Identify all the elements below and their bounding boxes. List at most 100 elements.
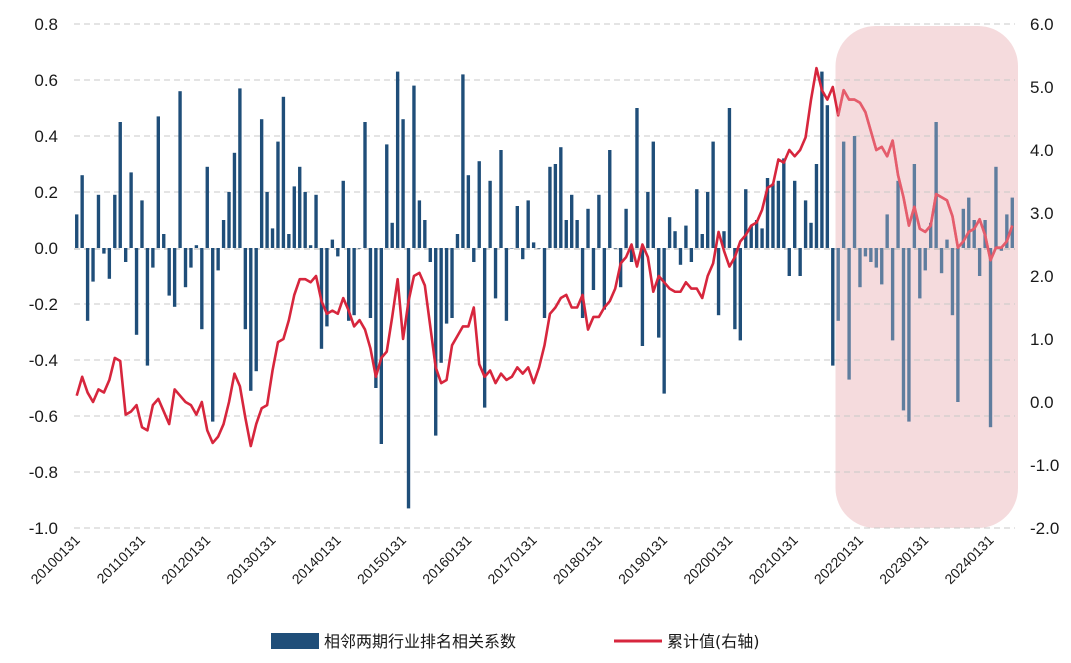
bar bbox=[444, 248, 449, 324]
bar bbox=[346, 248, 351, 321]
bar bbox=[825, 105, 830, 248]
bar bbox=[771, 183, 775, 248]
bar bbox=[281, 96, 286, 248]
bar bbox=[918, 248, 922, 299]
bar bbox=[292, 186, 296, 248]
highlight-region-layer bbox=[835, 26, 1018, 528]
bar bbox=[259, 119, 264, 248]
bar bbox=[580, 248, 585, 318]
bar bbox=[363, 122, 367, 248]
bar bbox=[123, 248, 128, 262]
x-tick-label: 20210131 bbox=[745, 532, 801, 588]
bar bbox=[249, 248, 253, 391]
bar bbox=[368, 248, 373, 318]
bar bbox=[673, 231, 677, 248]
bar bbox=[738, 248, 743, 341]
bar bbox=[602, 248, 607, 310]
bar bbox=[749, 225, 753, 248]
bar bbox=[254, 248, 258, 372]
bar bbox=[559, 147, 563, 248]
left-tick-label: 0.4 bbox=[34, 127, 58, 146]
bar bbox=[586, 208, 590, 248]
bar bbox=[85, 248, 90, 321]
x-tick-label: 20110131 bbox=[93, 532, 148, 587]
bar bbox=[651, 141, 655, 248]
bar bbox=[695, 189, 699, 248]
x-tick-label: 20230131 bbox=[876, 532, 932, 588]
bar bbox=[434, 248, 438, 436]
bar bbox=[287, 234, 291, 248]
bar bbox=[80, 175, 84, 248]
right-tick-label: 6.0 bbox=[1030, 15, 1054, 34]
bar bbox=[657, 248, 661, 338]
bar bbox=[684, 225, 688, 248]
bar bbox=[232, 152, 237, 248]
right-tick-label: 0.0 bbox=[1030, 393, 1054, 412]
bar bbox=[667, 217, 672, 248]
legend-bar-label: 相邻两期行业排名相关系数 bbox=[324, 632, 516, 651]
bar bbox=[765, 178, 770, 248]
bar bbox=[401, 119, 405, 248]
x-axis: 20100131 20110131 20120131 20130131 20140131… bbox=[27, 532, 996, 588]
bar bbox=[472, 248, 476, 262]
bar bbox=[379, 248, 384, 444]
bar bbox=[325, 248, 329, 327]
x-tick-label: 20190131 bbox=[615, 532, 671, 588]
bar bbox=[113, 194, 117, 248]
bar bbox=[613, 248, 617, 249]
legend-line-label: 累计值(右轴) bbox=[667, 632, 760, 651]
bar bbox=[967, 197, 971, 248]
right-tick-label: -2.0 bbox=[1030, 519, 1059, 538]
bar bbox=[564, 220, 568, 248]
x-tick-label: 20140131 bbox=[289, 532, 345, 588]
bar bbox=[869, 248, 873, 262]
bar bbox=[395, 71, 400, 248]
bar bbox=[597, 194, 601, 248]
right-tick-label: 4.0 bbox=[1030, 141, 1054, 160]
bar bbox=[531, 242, 536, 248]
bar bbox=[493, 248, 498, 299]
legend-bar-swatch bbox=[271, 633, 319, 649]
bar bbox=[841, 141, 846, 248]
bar bbox=[504, 248, 509, 321]
bar-series bbox=[75, 71, 1014, 509]
x-tick-label: 20240131 bbox=[941, 532, 997, 588]
x-tick-label: 20120131 bbox=[158, 532, 214, 588]
bar bbox=[542, 248, 547, 318]
bar bbox=[553, 164, 558, 248]
bar bbox=[733, 248, 737, 330]
bar bbox=[211, 248, 215, 422]
bar bbox=[466, 175, 471, 248]
bar bbox=[934, 122, 938, 248]
bar bbox=[488, 180, 492, 248]
right-axis: 6.0 5.0 4.0 3.0 2.0 1.0 0.0 -1.0 -2.0 bbox=[1030, 15, 1059, 538]
bar bbox=[874, 248, 878, 268]
bar bbox=[151, 248, 155, 268]
right-tick-label: 1.0 bbox=[1030, 330, 1054, 349]
bar bbox=[956, 248, 960, 402]
bar bbox=[91, 248, 95, 282]
bar bbox=[727, 108, 732, 248]
x-tick-label: 20180131 bbox=[550, 532, 606, 588]
bar bbox=[526, 200, 530, 248]
left-tick-label: -0.6 bbox=[29, 407, 58, 426]
bar bbox=[608, 150, 612, 248]
bar bbox=[831, 248, 835, 366]
bar bbox=[96, 194, 101, 248]
x-tick-label: 20150131 bbox=[354, 532, 410, 588]
bar bbox=[760, 228, 764, 248]
bar bbox=[722, 231, 726, 248]
bar bbox=[640, 248, 645, 346]
bar bbox=[406, 248, 411, 509]
bar bbox=[907, 248, 911, 422]
left-tick-label: -0.4 bbox=[29, 351, 58, 370]
bar bbox=[134, 248, 139, 335]
bar bbox=[689, 248, 694, 262]
right-tick-label: 3.0 bbox=[1030, 204, 1054, 223]
bar bbox=[782, 158, 786, 248]
line-series bbox=[75, 66, 1014, 448]
bar bbox=[162, 234, 166, 248]
bar bbox=[570, 194, 574, 248]
bar bbox=[809, 222, 813, 248]
